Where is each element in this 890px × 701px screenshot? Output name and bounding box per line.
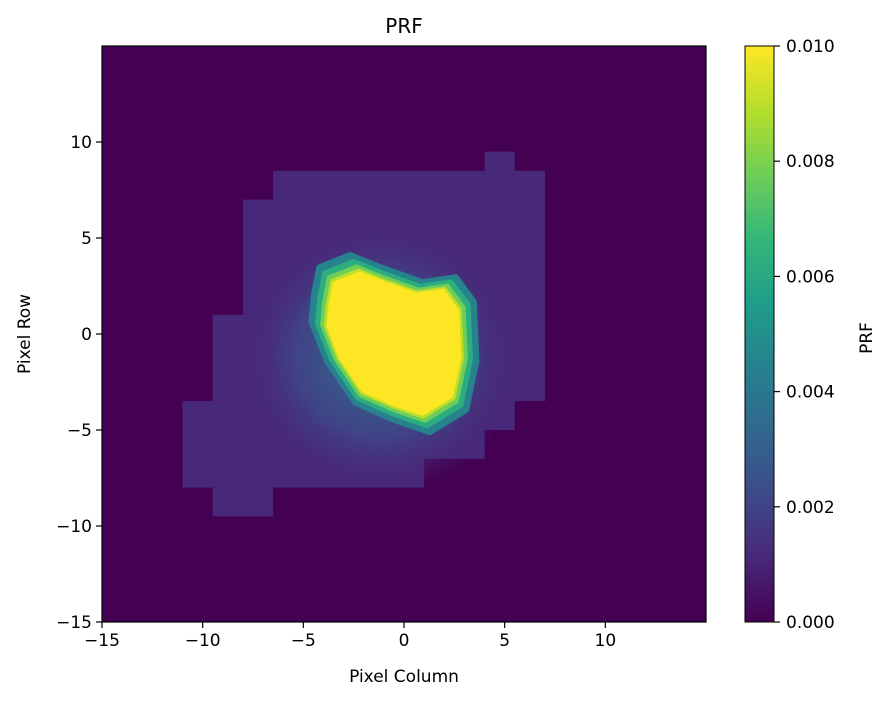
colorbar-tick-label: 0.004 <box>786 383 835 403</box>
y-tick-label: −10 <box>56 517 92 537</box>
y-tick-label: 5 <box>81 229 92 249</box>
prf-support-cell <box>212 487 274 517</box>
colorbar-tick-label: 0.008 <box>786 152 835 172</box>
x-tick-label: −15 <box>84 631 120 651</box>
y-tick-label: −5 <box>67 421 92 441</box>
x-tick-label: −10 <box>185 631 221 651</box>
x-tick-label: −5 <box>291 631 316 651</box>
colorbar-axis: 0.000 0.002 0.004 0.006 0.008 0.010 <box>774 37 835 633</box>
plot-area <box>102 46 706 622</box>
chart-title: PRF <box>385 14 422 38</box>
y-tick-label: 0 <box>81 325 92 345</box>
colorbar-label: PRF <box>857 322 877 354</box>
x-tick-label: 5 <box>499 631 510 651</box>
colorbar <box>744 45 775 623</box>
x-tick-label: 10 <box>595 631 617 651</box>
x-axis: −15 −10 −5 0 5 10 <box>84 622 616 651</box>
x-axis-label: Pixel Column <box>349 667 459 687</box>
colorbar-tick-label: 0.002 <box>786 498 835 518</box>
colorbar-tick-label: 0.000 <box>786 613 835 633</box>
colorbar-tick-label: 0.010 <box>786 37 835 57</box>
y-tick-label: −15 <box>56 613 92 633</box>
y-axis-label: Pixel Row <box>15 294 35 374</box>
prf-peak <box>326 271 462 416</box>
y-axis: −15 −10 −5 0 5 10 <box>56 133 102 633</box>
y-tick-label: 10 <box>70 133 92 153</box>
x-tick-label: 0 <box>399 631 410 651</box>
colorbar-tick-label: 0.006 <box>786 267 835 287</box>
